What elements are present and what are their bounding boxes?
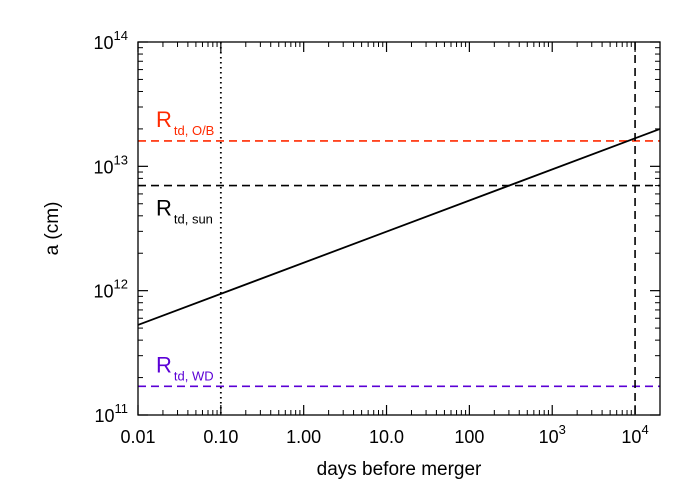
- x-tick-label: 103: [539, 422, 566, 447]
- x-axis-title: days before merger: [317, 459, 482, 480]
- chart-ticks-layer: [137, 41, 661, 416]
- y-tick-label: 1011: [94, 401, 128, 426]
- y-tick-label: 1014: [94, 28, 129, 53]
- y-tick-label: 1013: [94, 152, 129, 177]
- x-tick-label: 0.01: [120, 427, 155, 447]
- x-tick-label: 10.0: [369, 427, 404, 447]
- x-tick-label: 0.10: [203, 427, 238, 447]
- chart-labels-layer: 0.01 0.10 1.00 10.0 100 103 104 1011 1012 1013 101…: [94, 28, 649, 447]
- x-tick-label: 1.00: [286, 427, 321, 447]
- y-axis-title: a (cm): [42, 202, 63, 256]
- chart-lines-layer: [137, 42, 661, 415]
- series-line-0: [137, 128, 661, 326]
- y-tick-label: 1012: [94, 277, 129, 302]
- x-tick-label: 104: [621, 422, 648, 447]
- x-tick-label: 100: [454, 427, 484, 447]
- plot-frame: [137, 41, 661, 416]
